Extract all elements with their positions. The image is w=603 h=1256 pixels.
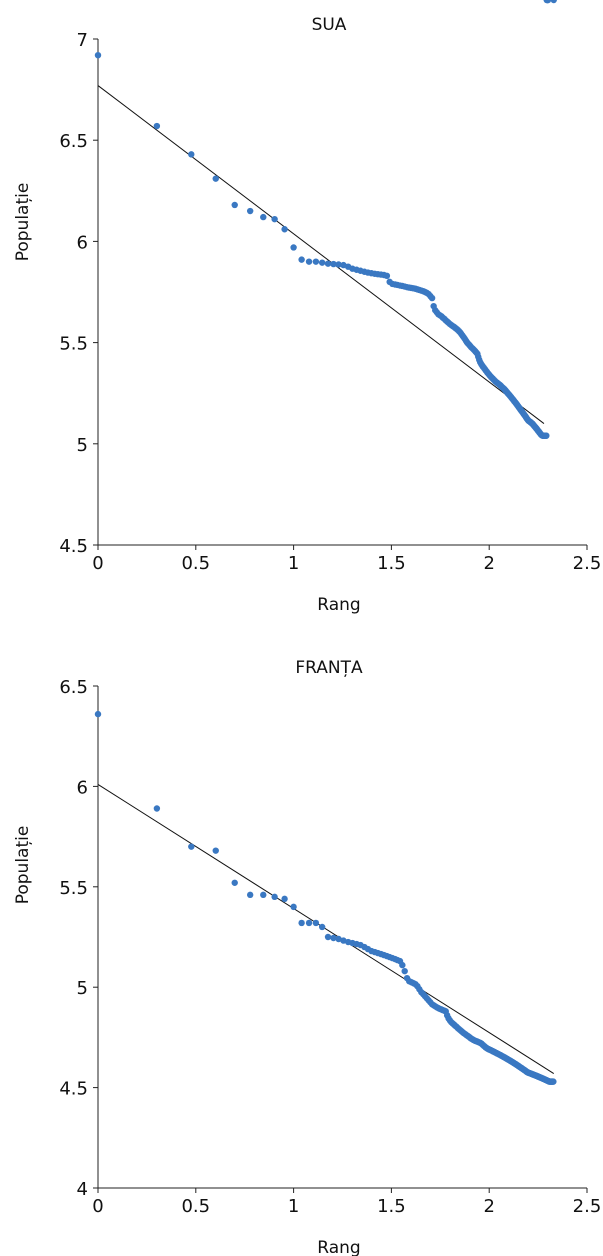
chart-title: SUA — [312, 15, 347, 35]
data-point — [324, 260, 332, 267]
y-tick-label: 6.5 — [59, 677, 88, 698]
data-point — [260, 891, 267, 899]
data-point — [401, 967, 408, 975]
y-tick-label: 5 — [77, 435, 88, 456]
x-tick-label: 0 — [92, 1196, 103, 1217]
x-tick-label: 2 — [483, 1196, 494, 1217]
data-point — [212, 175, 219, 182]
data-point — [246, 891, 254, 899]
data-point — [335, 935, 342, 943]
y-tick-label: 7 — [77, 30, 88, 51]
x-tick-label: 2.5 — [573, 1196, 602, 1217]
x-tick-label: 0.5 — [181, 1196, 210, 1217]
y-tick-label: 5 — [77, 978, 88, 999]
x-axis-label: Rang — [317, 1238, 360, 1256]
data-point — [330, 934, 337, 942]
y-tick-label: 6 — [77, 777, 88, 798]
y-axis-label: Populație — [13, 826, 33, 905]
data-point — [550, 0, 557, 4]
data-point — [399, 961, 406, 969]
data-point — [281, 895, 288, 903]
data-point — [290, 903, 297, 911]
x-axis-label: Rang — [317, 595, 360, 615]
regression-line — [97, 783, 555, 1074]
data-point — [324, 933, 332, 941]
x-tick-label: 1.5 — [377, 553, 406, 574]
regression-line — [97, 85, 545, 424]
data-point — [231, 879, 238, 886]
data-point — [153, 122, 161, 130]
y-tick-label: 4.5 — [59, 1079, 88, 1100]
data-point — [290, 244, 297, 251]
data-point — [305, 919, 313, 927]
y-tick-label: 6 — [77, 232, 88, 253]
data-point — [318, 923, 326, 931]
data-point — [544, 0, 552, 4]
data-point — [231, 201, 238, 209]
data-point — [312, 919, 320, 927]
chart-title: FRANȚA — [295, 658, 363, 678]
data-point — [260, 213, 267, 221]
data-point — [94, 51, 102, 59]
data-point — [305, 258, 313, 265]
x-tick-label: 1.5 — [377, 1196, 406, 1217]
data-point — [212, 847, 219, 854]
data-point — [94, 710, 102, 718]
chart-franta: FRANȚA Rang Populație 0 0.5 1 1.5 2 2.5 4 4.5 5 5… — [13, 0, 601, 1256]
data-point — [271, 215, 278, 223]
x-tick-label: 2.5 — [573, 553, 602, 574]
data-point — [550, 1078, 557, 1085]
data-point — [188, 151, 195, 158]
x-tick-label: 0 — [92, 553, 103, 574]
chart-sua: SUA Rang Populație 0 0.5 1 1.5 2 2.5 4.5 5 5.5 6 6… — [13, 0, 601, 615]
data-point — [318, 259, 326, 266]
data-point — [330, 260, 337, 268]
x-tick-label: 0.5 — [181, 553, 210, 574]
data-point — [246, 207, 254, 215]
data-point — [188, 843, 195, 850]
data-point — [298, 256, 305, 263]
data-point — [428, 294, 436, 302]
y-tick-label: 4 — [77, 1179, 88, 1200]
data-point — [383, 272, 391, 280]
y-axis-label: Populație — [13, 183, 33, 262]
data-point — [281, 226, 288, 233]
y-tick-label: 6.5 — [59, 131, 88, 152]
x-tick-label: 1 — [288, 553, 299, 574]
data-point — [543, 432, 550, 439]
data-point — [153, 805, 161, 812]
y-tick-label: 5.5 — [59, 878, 88, 899]
y-tick-label: 4.5 — [59, 536, 88, 557]
data-point — [271, 893, 278, 901]
data-point — [312, 258, 320, 265]
x-tick-label: 2 — [483, 553, 494, 574]
x-tick-label: 1 — [288, 1196, 299, 1217]
y-tick-label: 5.5 — [59, 334, 88, 355]
data-point — [335, 261, 342, 268]
data-point — [298, 919, 305, 927]
